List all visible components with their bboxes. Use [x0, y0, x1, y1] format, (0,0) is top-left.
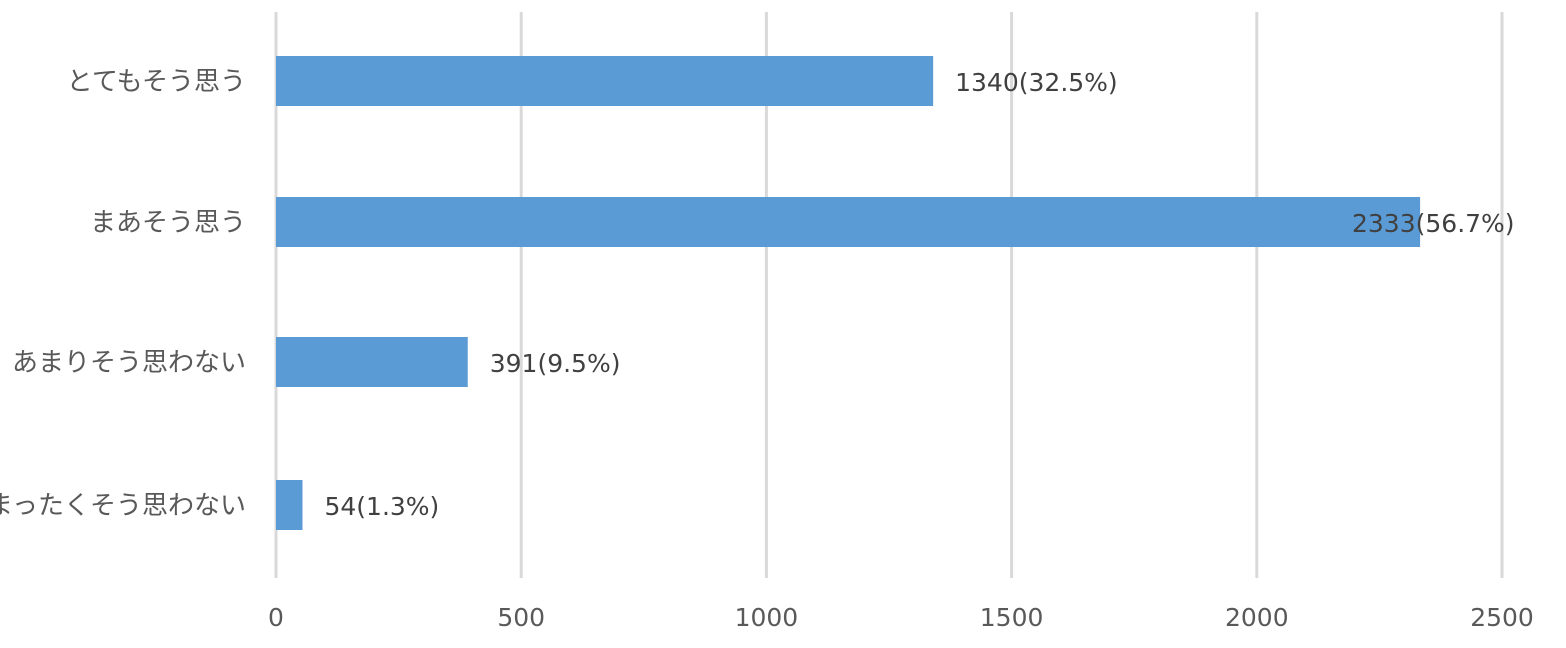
bar-3 [276, 337, 468, 387]
x-tick-label-2500: 2500 [1470, 603, 1534, 632]
data-label-4: 54(1.3%) [324, 492, 439, 521]
x-tick-label-500: 500 [497, 603, 545, 632]
data-label-3: 391(9.5%) [490, 349, 621, 378]
x-tick-label-1000: 1000 [735, 603, 799, 632]
category-label-2: まあそう思う [90, 208, 246, 238]
data-label-2: 2333(56.7%) [1352, 209, 1515, 238]
bar-1 [276, 56, 934, 106]
bar-4 [276, 480, 303, 530]
x-axis-tick-labels: 0 500 1000 1500 2000 2500 [268, 603, 1534, 632]
bars [276, 56, 1421, 530]
category-label-1: とてもそう思う [67, 67, 246, 97]
data-labels: 1340(32.5%) 2333(56.7%) 391(9.5%) 54(1.3%) [324, 68, 1514, 521]
category-label-4: まったくそう思わない [0, 491, 246, 521]
x-tick-label-0: 0 [268, 603, 284, 632]
x-tick-label-1500: 1500 [980, 603, 1044, 632]
x-tick-label-2000: 2000 [1225, 603, 1289, 632]
data-label-1: 1340(32.5%) [955, 68, 1118, 97]
category-label-3: あまりそう思わない [12, 348, 246, 378]
bar-2 [276, 197, 1421, 247]
